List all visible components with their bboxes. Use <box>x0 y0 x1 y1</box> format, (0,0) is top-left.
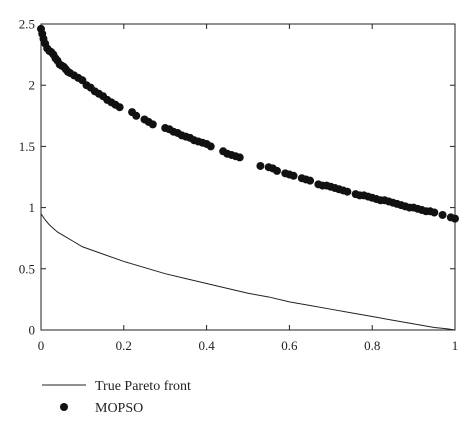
plot-area-frame <box>40 23 456 331</box>
y-tick-label: 0 <box>29 323 36 338</box>
x-axis-ticks: 0 0.2 0.4 0.6 0.8 1 <box>38 24 459 353</box>
mopso-point <box>256 161 265 170</box>
x-tick-label: 0.8 <box>364 338 380 353</box>
x-tick-label: 0.6 <box>281 338 298 353</box>
y-tick-label: 2.5 <box>19 17 35 32</box>
legend: True Pareto front MOPSO <box>42 379 191 416</box>
y-tick-label: 0.5 <box>19 261 35 276</box>
mopso-point <box>272 166 281 175</box>
x-tick-label: 0 <box>38 338 45 353</box>
series-line-true-pareto-front <box>40 213 456 331</box>
mopso-point <box>132 111 141 120</box>
y-tick-label: 2 <box>29 78 36 93</box>
mopso-point <box>289 171 298 180</box>
x-tick-label: 1 <box>452 338 459 353</box>
mopso-point <box>430 208 439 217</box>
mopso-point <box>451 214 459 223</box>
mopso-point <box>438 210 447 219</box>
series-points-mopso <box>37 24 459 223</box>
mopso-point <box>148 120 157 129</box>
mopso-point <box>306 176 315 185</box>
mopso-point <box>115 103 124 112</box>
legend-dot-swatch <box>60 403 68 411</box>
y-tick-label: 1 <box>29 200 36 215</box>
mopso-point <box>235 153 244 162</box>
y-tick-label: 1.5 <box>19 139 35 154</box>
x-tick-label: 0.4 <box>198 338 215 353</box>
x-tick-label: 0.2 <box>116 338 132 353</box>
legend-label-mopso: MOPSO <box>95 401 143 416</box>
mopso-point <box>343 187 352 196</box>
y-axis-ticks: 0 0.5 1 1.5 2 2.5 <box>19 17 455 338</box>
series-layer <box>37 24 459 331</box>
mopso-point <box>206 142 215 151</box>
legend-label-true-pareto-front: True Pareto front <box>95 379 191 394</box>
